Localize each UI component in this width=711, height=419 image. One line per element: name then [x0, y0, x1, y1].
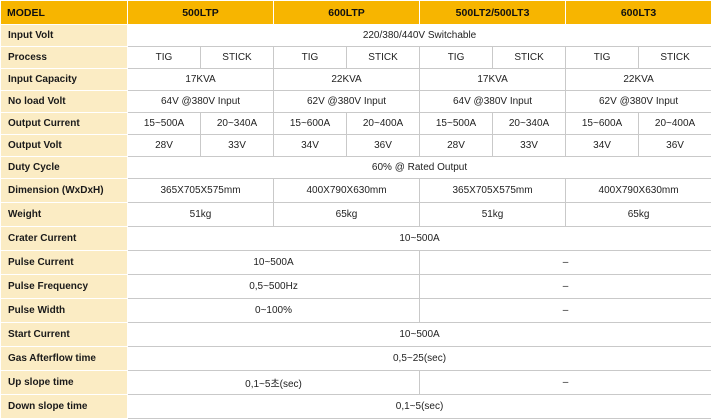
cell: 15~600A	[274, 113, 347, 135]
cell: 20~400A	[639, 113, 711, 135]
cell: –	[420, 299, 711, 323]
cell: STICK	[493, 47, 566, 69]
cell: 365X705X575mm	[128, 179, 274, 203]
cell: 10~500A	[128, 251, 420, 275]
cell: TIG	[420, 47, 493, 69]
model-500lt2-header: 500LT2/500LT3	[420, 1, 566, 25]
row-weight: Weight 51kg 65kg 51kg 65kg	[1, 203, 711, 227]
model-header: MODEL	[1, 1, 128, 25]
cell: TIG	[128, 47, 201, 69]
cell: 34V	[274, 135, 347, 157]
row-label: Pulse Current	[1, 251, 128, 275]
cell: 0,5~25(sec)	[128, 347, 711, 371]
cell: 28V	[420, 135, 493, 157]
cell: 400X790X630mm	[566, 179, 711, 203]
row-label: Input Volt	[1, 25, 128, 47]
cell: 34V	[566, 135, 639, 157]
cell: 65kg	[566, 203, 711, 227]
header-row: MODEL 500LTP 600LTP 500LT2/500LT3 600LT3	[1, 1, 711, 25]
cell: 0~100%	[128, 299, 420, 323]
cell: 0,1~5(sec)	[128, 395, 711, 419]
cell: 60% @ Rated Output	[128, 157, 711, 179]
row-label: Gas Afterflow time	[1, 347, 128, 371]
cell: 15~500A	[128, 113, 201, 135]
cell: 15~600A	[566, 113, 639, 135]
cell: STICK	[639, 47, 711, 69]
cell: 20~340A	[201, 113, 274, 135]
cell: 51kg	[420, 203, 566, 227]
row-dimension: Dimension (WxDxH) 365X705X575mm 400X790X…	[1, 179, 711, 203]
row-label: Output Current	[1, 113, 128, 135]
row-pulse-current: Pulse Current 10~500A –	[1, 251, 711, 275]
cell: 28V	[128, 135, 201, 157]
cell: STICK	[201, 47, 274, 69]
cell: 10~500A	[128, 323, 711, 347]
row-input-volt: Input Volt 220/380/440V Switchable	[1, 25, 711, 47]
row-gas-afterflow: Gas Afterflow time 0,5~25(sec)	[1, 347, 711, 371]
cell: 17KVA	[128, 69, 274, 91]
model-500ltp-header: 500LTP	[128, 1, 274, 25]
cell: 20~340A	[493, 113, 566, 135]
row-label: Duty Cycle	[1, 157, 128, 179]
row-crater-current: Crater Current 10~500A	[1, 227, 711, 251]
row-label: Output Volt	[1, 135, 128, 157]
row-output-volt: Output Volt 28V 33V 34V 36V 28V 33V 34V …	[1, 135, 711, 157]
row-label: Pulse Frequency	[1, 275, 128, 299]
cell: 0,1~5초(sec)	[128, 371, 420, 395]
cell: 17KVA	[420, 69, 566, 91]
cell: 10~500A	[128, 227, 711, 251]
cell: 33V	[493, 135, 566, 157]
row-start-current: Start Current 10~500A	[1, 323, 711, 347]
cell: 64V @380V Input	[420, 91, 566, 113]
row-pulse-width: Pulse Width 0~100% –	[1, 299, 711, 323]
row-input-capacity: Input Capacity 17KVA 22KVA 17KVA 22KVA	[1, 69, 711, 91]
row-label: Weight	[1, 203, 128, 227]
row-duty-cycle: Duty Cycle 60% @ Rated Output	[1, 157, 711, 179]
row-no-load-volt: No load Volt 64V @380V Input 62V @380V I…	[1, 91, 711, 113]
cell: –	[420, 275, 711, 299]
cell: TIG	[274, 47, 347, 69]
cell: 51kg	[128, 203, 274, 227]
row-label: Start Current	[1, 323, 128, 347]
model-600lt3-header: 600LT3	[566, 1, 711, 25]
row-label: No load Volt	[1, 91, 128, 113]
cell: 15~500A	[420, 113, 493, 135]
cell: 62V @380V Input	[274, 91, 420, 113]
cell: –	[420, 371, 711, 395]
row-label: Up slope time	[1, 371, 128, 395]
row-down-slope: Down slope time 0,1~5(sec)	[1, 395, 711, 419]
row-pulse-frequency: Pulse Frequency 0,5~500Hz –	[1, 275, 711, 299]
cell: 20~400A	[347, 113, 420, 135]
cell: 36V	[347, 135, 420, 157]
cell: 365X705X575mm	[420, 179, 566, 203]
cell: 62V @380V Input	[566, 91, 711, 113]
row-label: Process	[1, 47, 128, 69]
cell: 22KVA	[274, 69, 420, 91]
cell: TIG	[566, 47, 639, 69]
cell: 64V @380V Input	[128, 91, 274, 113]
cell: 22KVA	[566, 69, 711, 91]
row-up-slope: Up slope time 0,1~5초(sec) –	[1, 371, 711, 395]
row-label: Input Capacity	[1, 69, 128, 91]
cell: 36V	[639, 135, 711, 157]
cell: 0,5~500Hz	[128, 275, 420, 299]
row-label: Crater Current	[1, 227, 128, 251]
row-label: Dimension (WxDxH)	[1, 179, 128, 203]
cell: 400X790X630mm	[274, 179, 420, 203]
cell: 33V	[201, 135, 274, 157]
row-label: Down slope time	[1, 395, 128, 419]
cell: –	[420, 251, 711, 275]
row-output-current: Output Current 15~500A 20~340A 15~600A 2…	[1, 113, 711, 135]
cell: STICK	[347, 47, 420, 69]
row-label: Pulse Width	[1, 299, 128, 323]
row-process: Process TIG STICK TIG STICK TIG STICK TI…	[1, 47, 711, 69]
cell: 65kg	[274, 203, 420, 227]
model-600ltp-header: 600LTP	[274, 1, 420, 25]
cell: 220/380/440V Switchable	[128, 25, 711, 47]
